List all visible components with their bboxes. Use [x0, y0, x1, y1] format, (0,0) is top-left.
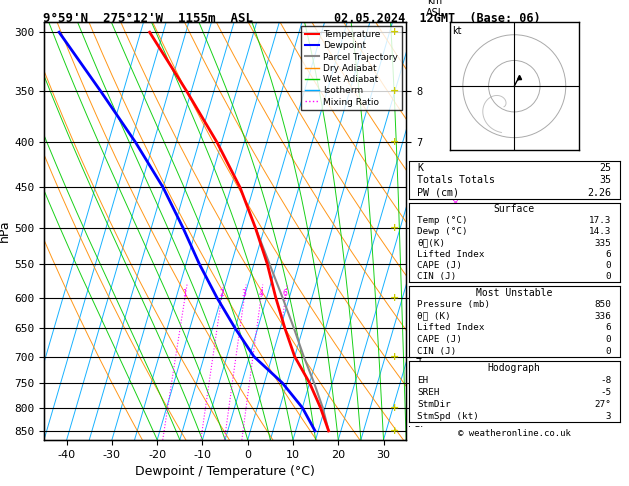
Text: 0: 0 — [606, 273, 611, 281]
Y-axis label: Mixing Ratio (g/kg): Mixing Ratio (g/kg) — [450, 188, 459, 274]
Text: StmDir: StmDir — [418, 400, 451, 409]
Text: 1: 1 — [182, 289, 187, 297]
Text: K: K — [418, 163, 423, 173]
Text: θᴇ(K): θᴇ(K) — [418, 239, 445, 247]
Text: +: + — [390, 223, 399, 233]
Text: 335: 335 — [594, 239, 611, 247]
Text: CIN (J): CIN (J) — [418, 273, 457, 281]
Text: 25: 25 — [599, 163, 611, 173]
Text: CAPE (J): CAPE (J) — [418, 335, 462, 344]
X-axis label: Dewpoint / Temperature (°C): Dewpoint / Temperature (°C) — [135, 465, 315, 478]
Text: θᴇ (K): θᴇ (K) — [418, 312, 451, 321]
Text: Temp (°C): Temp (°C) — [418, 216, 468, 225]
Legend: Temperature, Dewpoint, Parcel Trajectory, Dry Adiabat, Wet Adiabat, Isotherm, Mi: Temperature, Dewpoint, Parcel Trajectory… — [301, 26, 402, 110]
Text: 0: 0 — [606, 335, 611, 344]
Text: © weatheronline.co.uk: © weatheronline.co.uk — [458, 429, 571, 438]
Text: Dewp (°C): Dewp (°C) — [418, 227, 468, 236]
Text: -8: -8 — [600, 376, 611, 384]
Text: CAPE (J): CAPE (J) — [418, 261, 462, 270]
Text: 6: 6 — [606, 250, 611, 259]
Text: 6: 6 — [283, 289, 288, 297]
Text: Lifted Index: Lifted Index — [418, 250, 485, 259]
Text: Totals Totals: Totals Totals — [418, 175, 496, 185]
Text: 35: 35 — [599, 175, 611, 185]
Text: -5: -5 — [600, 388, 611, 397]
Text: 2.26: 2.26 — [587, 188, 611, 198]
Text: kt: kt — [452, 26, 462, 36]
Text: +: + — [390, 351, 399, 362]
Text: LCL: LCL — [408, 426, 425, 436]
Text: +: + — [390, 403, 399, 413]
Text: SREH: SREH — [418, 388, 440, 397]
Text: 02.05.2024  12GMT  (Base: 06): 02.05.2024 12GMT (Base: 06) — [334, 12, 540, 25]
Text: Hodograph: Hodograph — [488, 363, 541, 373]
Text: 2: 2 — [220, 289, 224, 297]
Text: 0: 0 — [606, 347, 611, 356]
Text: +: + — [390, 27, 399, 37]
Text: Lifted Index: Lifted Index — [418, 324, 485, 332]
Text: 3: 3 — [606, 413, 611, 421]
Text: 6: 6 — [606, 324, 611, 332]
Text: PW (cm): PW (cm) — [418, 188, 459, 198]
Text: +: + — [390, 138, 399, 147]
Y-axis label: hPa: hPa — [0, 220, 11, 242]
Text: Pressure (mb): Pressure (mb) — [418, 300, 491, 309]
Text: 336: 336 — [594, 312, 611, 321]
Text: 0: 0 — [606, 261, 611, 270]
Text: +: + — [390, 293, 399, 303]
Text: StmSpd (kt): StmSpd (kt) — [418, 413, 479, 421]
Text: 850: 850 — [594, 300, 611, 309]
Text: Surface: Surface — [494, 204, 535, 214]
Text: 14.3: 14.3 — [589, 227, 611, 236]
Text: 4: 4 — [259, 289, 264, 297]
Text: 9°59'N  275°12'W  1155m  ASL: 9°59'N 275°12'W 1155m ASL — [43, 12, 253, 25]
Text: 17.3: 17.3 — [589, 216, 611, 225]
Text: +: + — [390, 86, 399, 96]
Text: 27°: 27° — [594, 400, 611, 409]
Text: +: + — [390, 426, 399, 436]
Text: EH: EH — [418, 376, 429, 384]
Y-axis label: km
ASL: km ASL — [426, 0, 444, 17]
Text: 3: 3 — [242, 289, 247, 297]
Text: CIN (J): CIN (J) — [418, 347, 457, 356]
Text: Most Unstable: Most Unstable — [476, 288, 552, 298]
